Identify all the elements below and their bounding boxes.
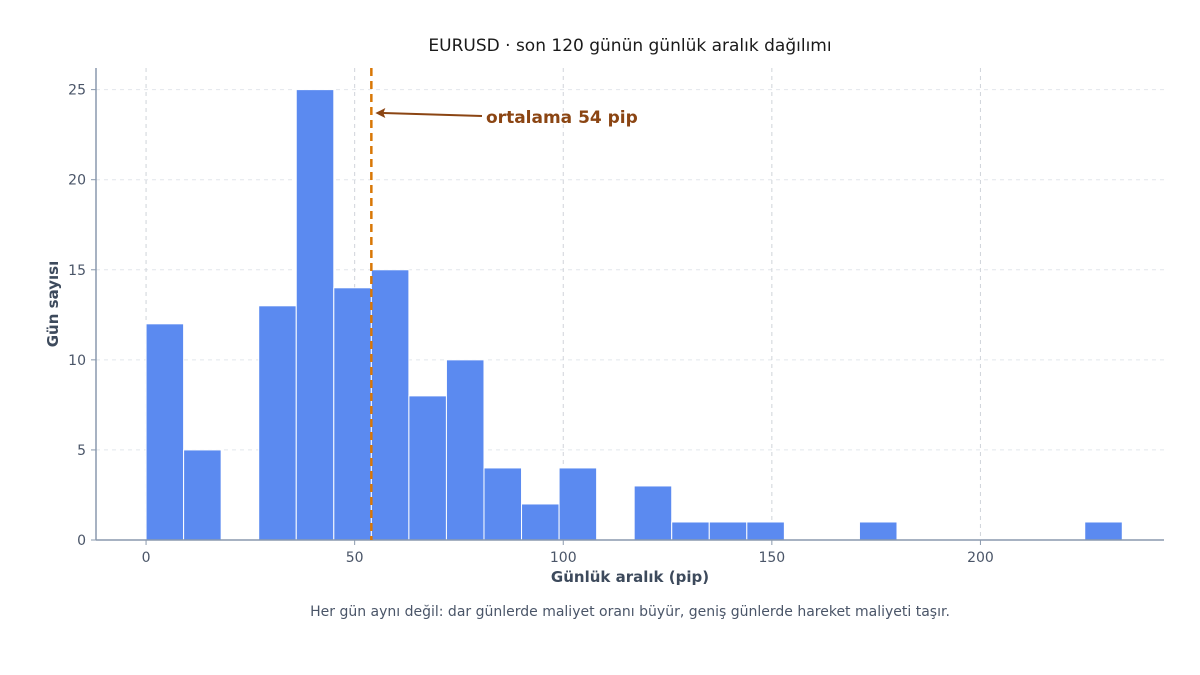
y-tick-label: 5 — [77, 443, 86, 459]
histogram-bar-8 — [445, 359, 485, 541]
mean-annotation-label: ortalama 54 pip — [486, 108, 638, 128]
annotation-arrow-line — [383, 112, 483, 118]
y-axis-label: Gün sayısı — [44, 261, 62, 347]
histogram-bar-16 — [746, 521, 785, 541]
histogram-bar-0 — [145, 323, 185, 541]
x-tick-label: 150 — [758, 550, 785, 566]
x-tick-label: 0 — [142, 550, 151, 566]
histogram-bar-14 — [671, 521, 710, 541]
y-tick-label: 0 — [77, 533, 86, 549]
histogram-bar-10 — [521, 503, 560, 541]
histogram-bar-25 — [1084, 521, 1123, 541]
histogram-bar-19 — [858, 521, 898, 541]
chart-caption: Her gün aynı değil: dar günlerde maliyet… — [310, 604, 950, 620]
y-tick-label: 15 — [68, 263, 86, 279]
histogram-bar-11 — [558, 467, 598, 541]
y-tick-label: 25 — [68, 83, 86, 99]
histogram-bar-7 — [408, 395, 447, 541]
histogram-bar-15 — [708, 521, 748, 541]
x-tick-label: 200 — [967, 550, 994, 566]
mean-marker: ortalama 54 pip — [370, 68, 638, 540]
histogram-bar-6 — [370, 269, 410, 541]
annotation-arrow-head — [375, 108, 386, 119]
y-tick-label: 20 — [68, 173, 86, 189]
histogram-bar-9 — [483, 467, 523, 541]
axes: 0 5 10 15 20 25 0 50 100 150 200 — [68, 68, 1164, 566]
chart-title: EURUSD · son 120 günün günlük aralık dağ… — [428, 36, 831, 56]
histogram-bar-4 — [295, 89, 335, 541]
bars — [145, 89, 1123, 541]
histogram-bar-5 — [333, 287, 372, 541]
grid — [96, 68, 1164, 540]
x-tick-label: 100 — [550, 550, 577, 566]
x-axis-label: Günlük aralık (pip) — [551, 568, 709, 586]
histogram-bar-3 — [258, 305, 297, 541]
histogram-bar-13 — [633, 485, 673, 541]
y-tick-label: 10 — [68, 353, 86, 369]
histogram-bar-1 — [183, 449, 222, 541]
x-tick-label: 50 — [346, 550, 364, 566]
